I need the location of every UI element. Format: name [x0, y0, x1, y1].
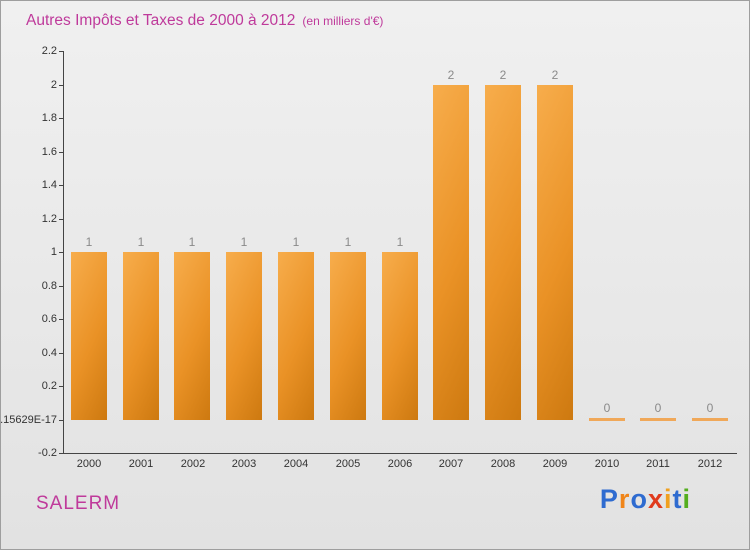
bar — [71, 252, 107, 420]
x-tick-label: 2002 — [180, 458, 206, 470]
bar — [123, 252, 159, 420]
proxiti-logo: Proxiti — [600, 484, 691, 515]
y-tick-label: 2.2 — [41, 45, 57, 57]
x-tick-label: 2001 — [128, 458, 154, 470]
x-tick-label: 2011 — [646, 458, 670, 470]
bar-value-label: 2 — [499, 68, 507, 82]
bar-zero — [640, 418, 676, 421]
bar — [174, 252, 210, 420]
bar-zero — [589, 418, 625, 421]
y-tick-label: 1.4 — [41, 179, 57, 191]
y-tick-label: 0.2 — [41, 380, 57, 392]
y-tick-label: 0.6 — [41, 313, 57, 325]
bar-value-label: 1 — [396, 235, 404, 249]
bar-value-label: 1 — [240, 235, 248, 249]
bar — [433, 85, 469, 420]
logo-letter: o — [630, 484, 648, 514]
y-tick-mark — [59, 252, 63, 253]
bar-value-label: 1 — [188, 235, 196, 249]
x-tick-label: 2006 — [387, 458, 413, 470]
bar-value-label: 0 — [603, 401, 611, 415]
y-tick-label: 2 — [50, 79, 57, 91]
chart-title: Autres Impôts et Taxes de 2000 à 2012 — [26, 12, 296, 29]
y-tick-mark — [59, 85, 63, 86]
y-tick-label: 1.8 — [41, 112, 57, 124]
company-name: SALERM — [36, 493, 121, 514]
bar — [226, 252, 262, 420]
y-tick-mark — [59, 453, 63, 454]
x-tick-label: 2003 — [231, 458, 257, 470]
bar-value-label: 1 — [344, 235, 352, 249]
x-tick-label: 2004 — [283, 458, 309, 470]
x-tick-label: 2008 — [490, 458, 516, 470]
x-axis-line — [63, 453, 737, 454]
y-tick-label: 1.2 — [41, 213, 57, 225]
y-tick-mark — [59, 386, 63, 387]
logo-letter: P — [599, 484, 619, 514]
x-tick-label: 2009 — [542, 458, 568, 470]
x-tick-label: 2005 — [335, 458, 361, 470]
y-tick-mark — [59, 118, 63, 119]
bar — [278, 252, 314, 420]
logo-letter: x — [647, 484, 664, 514]
y-tick-label: 1 — [50, 246, 57, 258]
y-tick-label: 1.6 — [41, 146, 57, 158]
logo-letter: t — [672, 484, 683, 514]
y-tick-mark — [59, 185, 63, 186]
chart-header: Autres Impôts et Taxes de 2000 à 2012 (en… — [26, 12, 383, 30]
x-tick-label: 2007 — [438, 458, 464, 470]
y-tick-label: -0.2 — [38, 447, 57, 459]
y-axis-line — [63, 51, 64, 453]
bar-value-label: 0 — [706, 401, 714, 415]
y-tick-mark — [59, 353, 63, 354]
y-tick-mark — [59, 420, 63, 421]
y-tick-label: 0.8 — [41, 280, 57, 292]
y-tick-mark — [59, 319, 63, 320]
logo-letter: r — [618, 484, 631, 514]
bar — [485, 85, 521, 420]
bar-value-label: 1 — [85, 235, 93, 249]
y-tick-mark — [59, 152, 63, 153]
logo-letter: i — [682, 484, 691, 514]
bar-value-label: 0 — [654, 401, 662, 415]
bar — [330, 252, 366, 420]
logo-letter: i — [663, 484, 673, 514]
bar-value-label: 1 — [292, 235, 300, 249]
x-tick-label: 2010 — [594, 458, 620, 470]
bar-value-label: 2 — [447, 68, 455, 82]
bar-value-label: 1 — [137, 235, 145, 249]
y-tick-label: -4.15629E-17 — [0, 414, 57, 426]
bar-value-label: 2 — [551, 68, 559, 82]
x-tick-label: 2000 — [76, 458, 102, 470]
y-tick-mark — [59, 51, 63, 52]
x-tick-label: 2012 — [697, 458, 723, 470]
y-tick-mark — [59, 219, 63, 220]
y-tick-label: 0.4 — [41, 347, 57, 359]
bar-zero — [692, 418, 728, 421]
chart-subtitle: (en milliers d'€) — [302, 14, 384, 28]
bar — [537, 85, 573, 420]
y-tick-mark — [59, 286, 63, 287]
bar — [382, 252, 418, 420]
